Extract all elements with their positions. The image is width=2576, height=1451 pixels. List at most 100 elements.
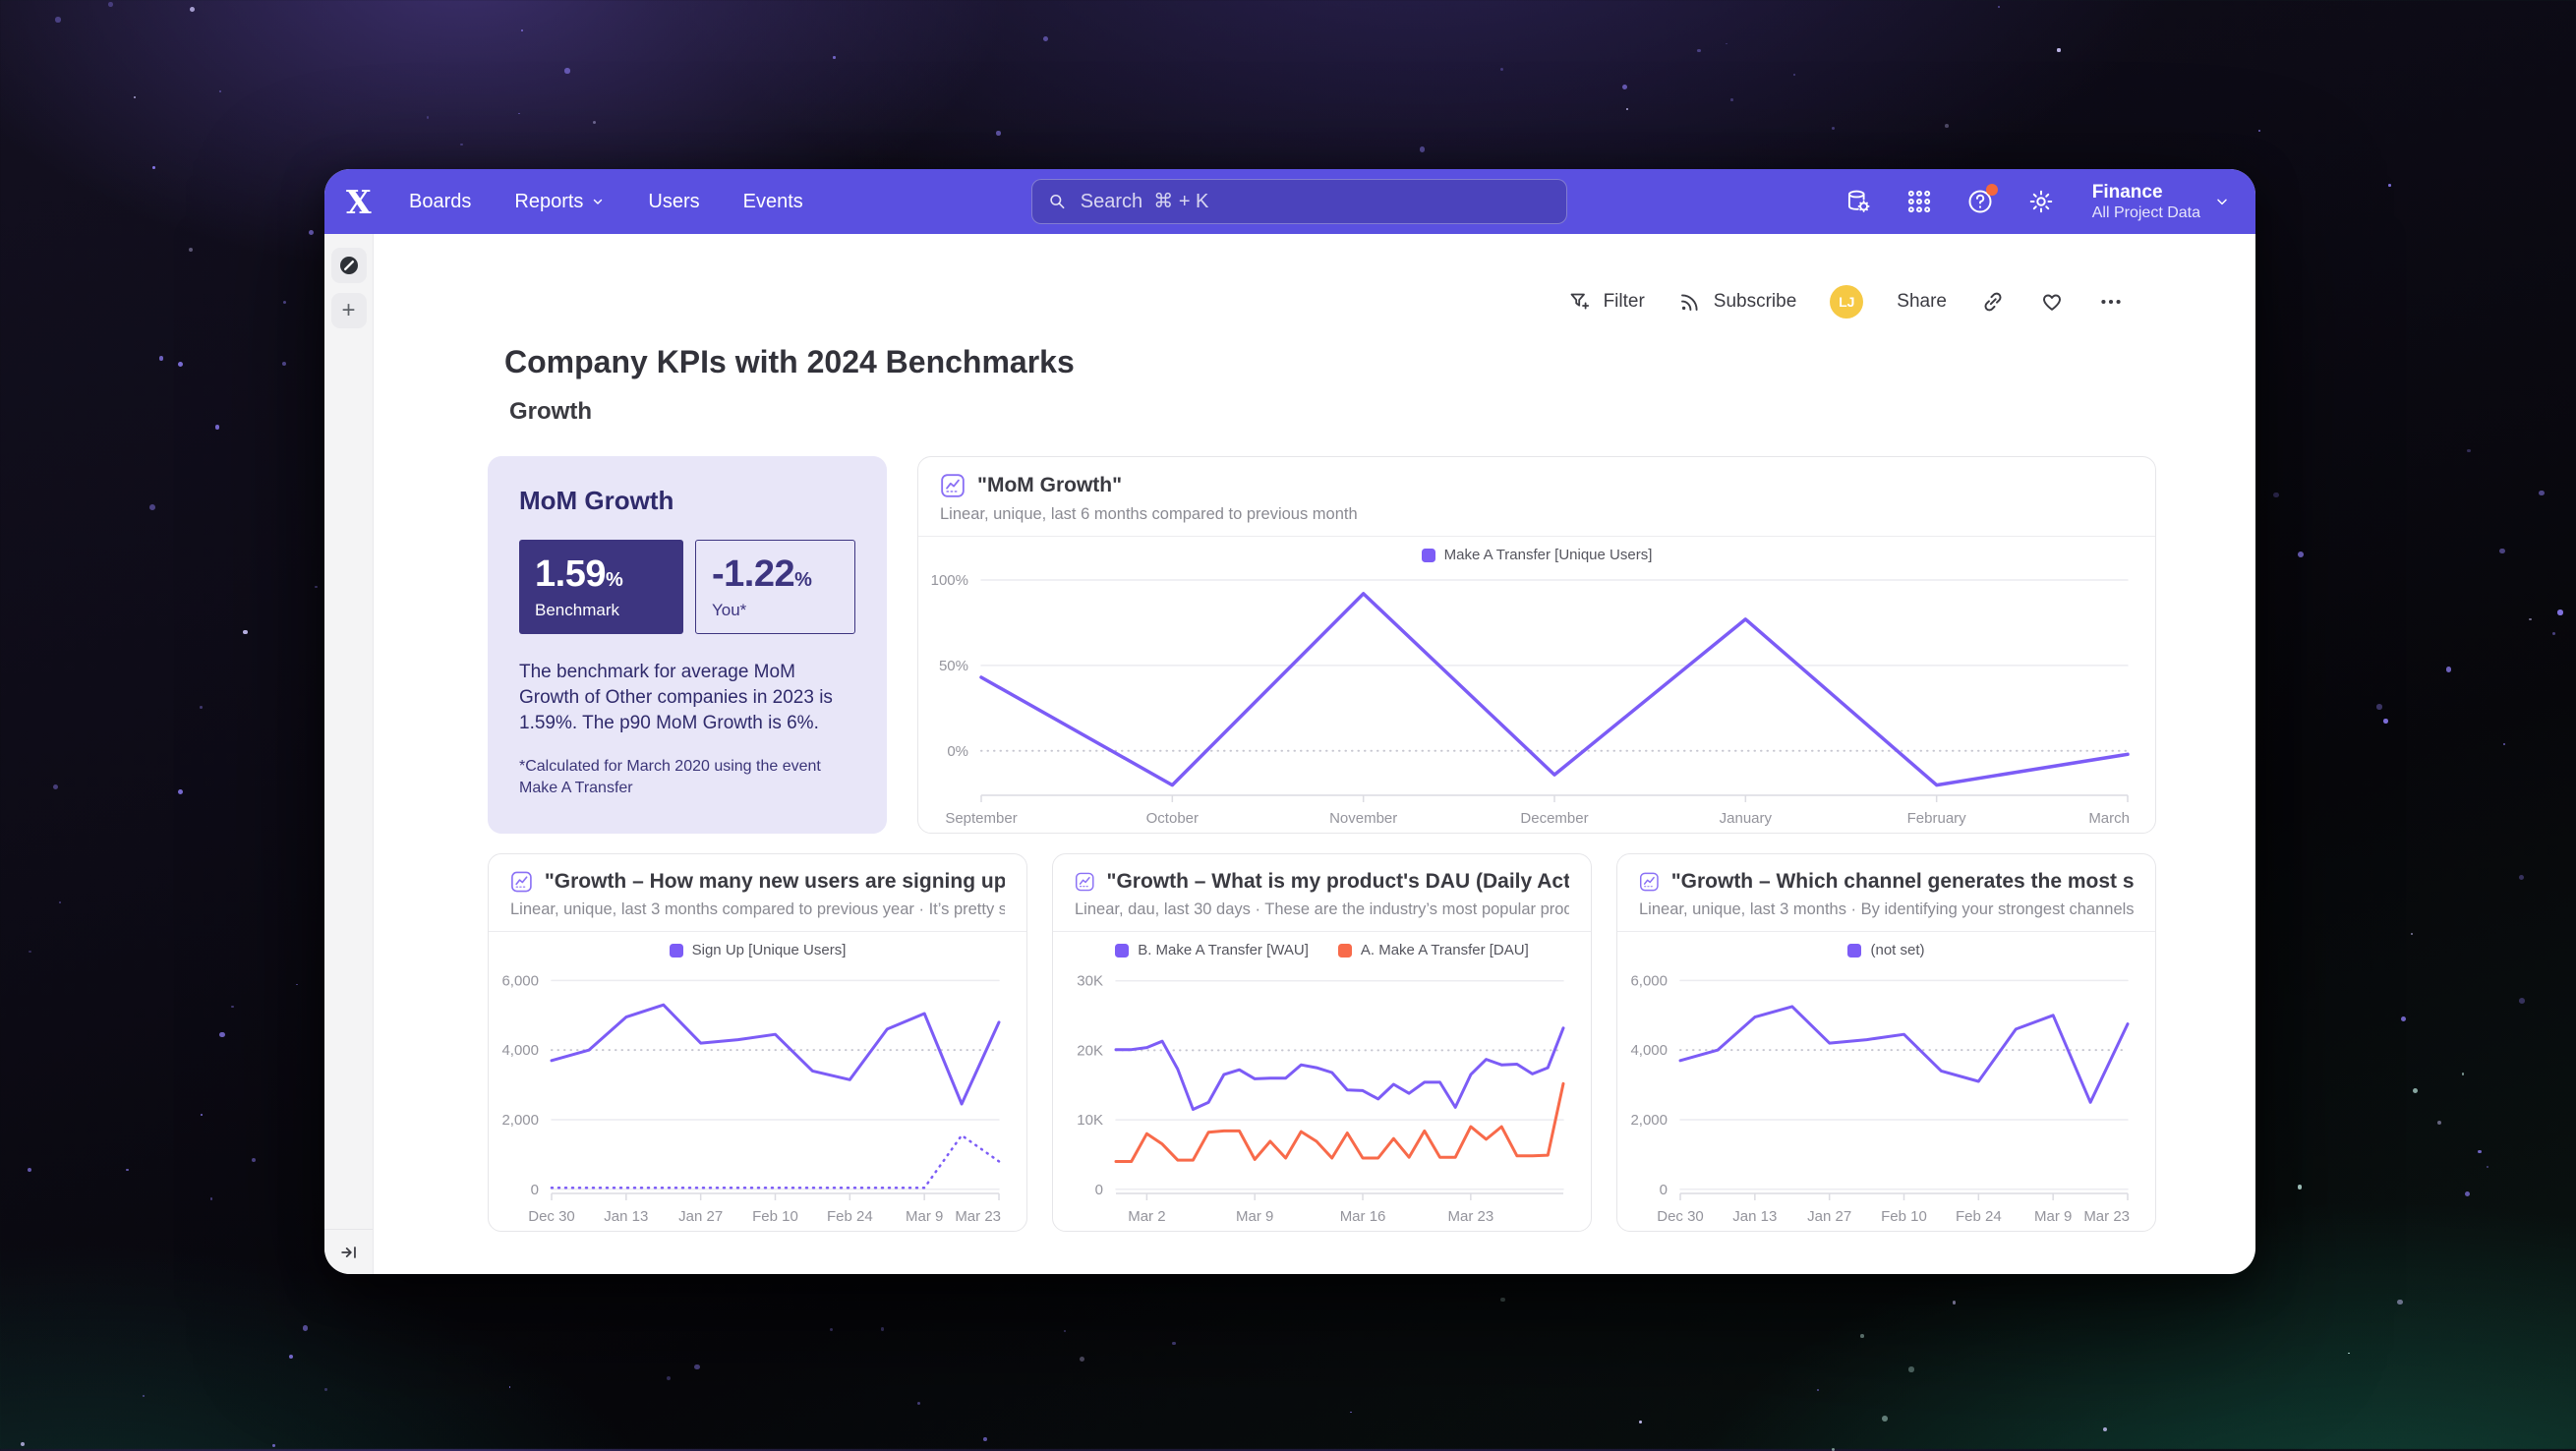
legend-item[interactable]: Make A Transfer [Unique Users] xyxy=(1421,547,1652,563)
legend-item[interactable]: (not set) xyxy=(1847,942,1925,958)
legend-swatch xyxy=(1337,943,1352,958)
ellipsis-icon xyxy=(2101,299,2121,305)
nav-item-reports[interactable]: Reports xyxy=(514,191,605,213)
svg-text:30K: 30K xyxy=(1077,973,1103,990)
signups-line-chart[interactable]: 6,000 4,000 2,000 0 Dec 30 Jan 13 Jan 27 Feb 10… xyxy=(489,958,1026,1231)
plus-icon: + xyxy=(341,297,356,323)
share-label: Share xyxy=(1897,291,1947,312)
more-options-button[interactable] xyxy=(2098,289,2124,315)
chart-title: "Growth – How many new users are signing… xyxy=(544,870,1005,893)
legend-item[interactable]: A. Make A Transfer [DAU] xyxy=(1337,942,1529,958)
subscribe-button[interactable]: Subscribe xyxy=(1678,290,1797,314)
svg-text:0: 0 xyxy=(1095,1182,1103,1198)
mom-growth-chart-card[interactable]: "MoM Growth" Linear, unique, last 6 mont… xyxy=(917,456,2156,834)
settings-gear-icon[interactable] xyxy=(2025,186,2057,217)
legend-item[interactable]: Sign Up [Unique Users] xyxy=(669,942,846,958)
chart-legend: Make A Transfer [Unique Users] xyxy=(918,537,2155,563)
insights-report-icon xyxy=(1075,872,1094,892)
chart-legend: B. Make A Transfer [WAU] A. Make A Transf… xyxy=(1053,932,1591,958)
insights-report-icon xyxy=(1639,872,1659,892)
you-stat-box: -1.22% You* xyxy=(694,540,855,634)
app-body: + Filter xyxy=(324,234,2255,1274)
svg-text:6,000: 6,000 xyxy=(1630,972,1668,989)
svg-text:Mar 16: Mar 16 xyxy=(1340,1208,1386,1225)
svg-text:Jan 27: Jan 27 xyxy=(678,1208,723,1225)
filter-icon xyxy=(1570,293,1589,310)
svg-text:Jan 13: Jan 13 xyxy=(1732,1208,1777,1225)
insights-report-icon xyxy=(511,871,532,893)
board-main: Filter Subscribe LJ Share xyxy=(374,234,2255,1274)
nav-item-users-label: Users xyxy=(648,190,700,212)
search-icon xyxy=(1050,194,1065,209)
notification-dot xyxy=(1985,184,1998,196)
nav-item-users[interactable]: Users xyxy=(648,191,699,213)
chart-title: "Growth – What is my product's DAU (Dail… xyxy=(1106,870,1570,893)
dau-chart-card[interactable]: "Growth – What is my product's DAU (Dail… xyxy=(1052,853,1592,1232)
legend-swatch xyxy=(1421,548,1435,562)
svg-text:2,000: 2,000 xyxy=(1630,1112,1668,1129)
chart-title: "MoM Growth" xyxy=(977,474,1123,496)
svg-text:February: February xyxy=(1907,810,1967,827)
nav-item-boards-label: Boards xyxy=(409,190,472,212)
board-compass-button[interactable] xyxy=(330,248,367,283)
svg-text:100%: 100% xyxy=(931,572,968,589)
chart-legend: (not set) xyxy=(1617,932,2155,958)
chevron-down-icon xyxy=(2217,199,2227,205)
apps-grid-icon[interactable] xyxy=(1903,186,1935,217)
copy-link-button[interactable] xyxy=(1980,289,2006,315)
nav-item-boards[interactable]: Boards xyxy=(409,191,471,213)
svg-text:0: 0 xyxy=(1660,1182,1668,1198)
insights-report-icon xyxy=(941,474,965,497)
you-label: You* xyxy=(711,600,747,619)
expand-sidebar-button[interactable] xyxy=(324,1229,373,1274)
mom-card-title: MoM Growth xyxy=(519,486,674,515)
favorite-button[interactable] xyxy=(2039,289,2065,315)
top-row: MoM Growth 1.59% Benchmark -1.22% You* T… xyxy=(488,456,2156,834)
project-name: Finance xyxy=(2091,181,2163,203)
svg-text:6,000: 6,000 xyxy=(501,972,539,989)
chart-title: "Growth – Which channel generates the mo… xyxy=(1670,870,2134,893)
search-input[interactable] xyxy=(1078,189,1551,214)
chart-card-header: "Growth – How many new users are signing… xyxy=(489,854,1026,932)
mom-card-footnote: *Calculated for March 2020 using the eve… xyxy=(519,757,821,797)
help-icon[interactable] xyxy=(1964,184,1998,217)
avatar[interactable]: LJ xyxy=(1830,285,1864,319)
avatar-initials: LJ xyxy=(1839,294,1855,310)
svg-text:20K: 20K xyxy=(1077,1042,1103,1059)
legend-item[interactable]: B. Make A Transfer [WAU] xyxy=(1115,942,1309,958)
chart-legend: Sign Up [Unique Users] xyxy=(489,932,1026,958)
channel-line-chart[interactable]: 6,000 4,000 2,000 0 Dec 30 Jan 13 Jan 27 Feb 10… xyxy=(1617,958,2155,1231)
compass-icon xyxy=(339,257,358,274)
filter-button[interactable]: Filter xyxy=(1568,290,1645,314)
mom-growth-line-chart[interactable]: 100% 50% 0% September October November Decembe… xyxy=(918,563,2155,833)
data-management-icon[interactable] xyxy=(1843,186,1874,217)
channel-chart-card[interactable]: "Growth – Which channel generates the mo… xyxy=(1616,853,2156,1232)
svg-text:50%: 50% xyxy=(939,658,968,674)
subscribe-label: Subscribe xyxy=(1713,291,1797,312)
svg-text:January: January xyxy=(1720,810,1773,827)
svg-text:Mar 2: Mar 2 xyxy=(1128,1208,1165,1225)
nav-menu: Boards Reports Users Events xyxy=(409,191,803,213)
legend-label: B. Make A Transfer [WAU] xyxy=(1138,942,1309,958)
project-switcher[interactable]: Finance All Project Data xyxy=(2092,181,2230,223)
share-button[interactable]: Share xyxy=(1897,291,1947,313)
svg-text:Feb 10: Feb 10 xyxy=(1881,1208,1927,1225)
chart-card-header: "MoM Growth" Linear, unique, last 6 mont… xyxy=(918,457,2155,537)
new-board-button[interactable]: + xyxy=(330,293,367,328)
benchmark-stat-box: 1.59% Benchmark xyxy=(519,540,683,634)
dau-line-chart[interactable]: 30K 20K 10K 0 Mar 2 Mar 9 Mar 16 Mar 23 xyxy=(1053,958,1591,1231)
mixpanel-logo-icon[interactable]: X xyxy=(346,182,372,221)
svg-text:Mar 23: Mar 23 xyxy=(2083,1208,2130,1225)
mom-growth-summary-card[interactable]: MoM Growth 1.59% Benchmark -1.22% You* T… xyxy=(488,456,887,834)
nav-item-events[interactable]: Events xyxy=(743,191,803,213)
svg-text:Feb 24: Feb 24 xyxy=(1956,1208,2002,1225)
signups-chart-card[interactable]: "Growth – How many new users are signing… xyxy=(488,853,1027,1232)
legend-label: A. Make A Transfer [DAU] xyxy=(1360,942,1529,958)
svg-text:Mar 9: Mar 9 xyxy=(906,1208,943,1225)
nav-item-events-label: Events xyxy=(742,190,803,212)
search-bar[interactable] xyxy=(1031,179,1567,224)
chart-card-header: "Growth – Which channel generates the mo… xyxy=(1617,854,2155,932)
svg-text:Dec 30: Dec 30 xyxy=(528,1208,575,1225)
page-title: Company KPIs with 2024 Benchmarks xyxy=(504,344,1075,379)
svg-text:Mar 23: Mar 23 xyxy=(1448,1208,1494,1225)
